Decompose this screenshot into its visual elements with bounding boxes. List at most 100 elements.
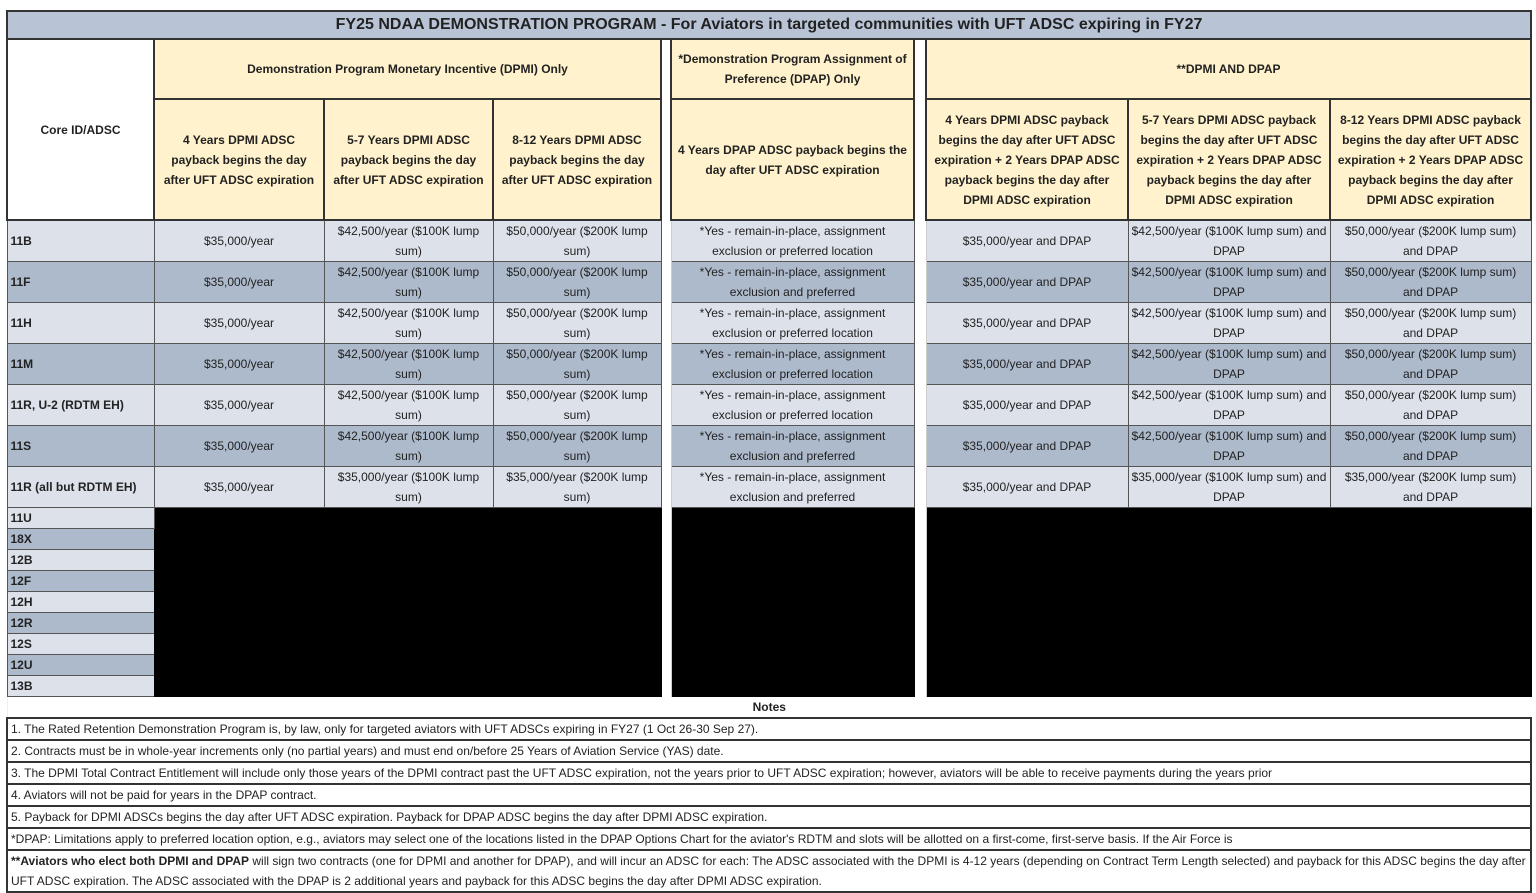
gap-column — [913, 39, 927, 220]
gap-column — [913, 261, 927, 303]
value-cell: $42,500/year ($100K lump sum) — [323, 384, 494, 426]
table-row: 12U — [6, 654, 1531, 676]
redacted-block — [153, 507, 662, 697]
value-cell: $35,000/year — [153, 219, 325, 262]
value-cell: $42,500/year ($100K lump sum) — [323, 261, 494, 303]
core-id-cell: 11U — [6, 507, 155, 529]
redacted-block — [670, 507, 915, 697]
value-cell: $35,000/year ($100K lump sum) and DPAP — [1127, 466, 1331, 508]
both-group-header: **DPMI AND DPAP — [924, 38, 1533, 100]
value-cell: $35,000/year ($100K lump sum) — [323, 466, 494, 508]
core-id-cell: 11M — [6, 343, 155, 385]
value-cell: *Yes - remain-in-place, assignment exclu… — [670, 343, 915, 385]
core-id-cell: 11R (all but RDTM EH) — [6, 466, 155, 508]
core-id-cell: 12S — [6, 633, 155, 655]
value-cell: $35,000/year and DPAP — [925, 466, 1129, 508]
table-row: 12F — [6, 570, 1531, 592]
value-cell: $42,500/year ($100K lump sum) — [323, 219, 494, 262]
dpap-group-header: *Demonstration Program Assignment of Pre… — [670, 38, 915, 100]
column-header: 4 Years DPMI ADSC payback begins the day… — [925, 98, 1129, 221]
column-header: 5-7 Years DPMI ADSC payback begins the d… — [323, 98, 494, 221]
core-id-cell: 18X — [6, 528, 155, 550]
column-header: 4 Years DPAP ADSC payback begins the day… — [670, 98, 915, 221]
value-cell: $35,000/year and DPAP — [925, 425, 1129, 467]
value-cell: $35,000/year — [153, 261, 325, 303]
gap-column — [660, 39, 672, 220]
note-lead: **Aviators who elect both DPMI and DPAP — [11, 854, 250, 868]
value-cell: $35,000/year and DPAP — [925, 219, 1129, 262]
gap-column — [913, 302, 927, 344]
value-cell: *Yes - remain-in-place, assignment exclu… — [670, 466, 915, 508]
gap-column — [660, 466, 672, 508]
value-cell: $35,000/year and DPAP — [925, 302, 1129, 344]
value-cell: $42,500/year ($100K lump sum) and DPAP — [1127, 302, 1331, 344]
value-cell: $42,500/year ($100K lump sum) and DPAP — [1127, 384, 1331, 426]
note-text: 5. Payback for DPMI ADSCs begins the day… — [5, 805, 1533, 829]
value-cell: $35,000/year — [153, 343, 325, 385]
value-cell: $42,500/year ($100K lump sum) — [323, 302, 494, 344]
table-row: 11R (all but RDTM EH) $35,000/year $35,000… — [6, 466, 1532, 508]
column-header: 4 Years DPMI ADSC payback begins the day… — [153, 98, 325, 221]
value-cell: $42,500/year ($100K lump sum) and DPAP — [1127, 219, 1331, 262]
core-id-cell: 11S — [6, 425, 155, 467]
value-cell: $50,000/year ($200K lump sum) — [492, 343, 662, 385]
column-header: 8-12 Years DPMI ADSC payback begins the … — [1328, 98, 1533, 221]
value-cell: $50,000/year ($200K lump sum) and DPAP — [1329, 425, 1532, 467]
column-header: 8-12 Years DPMI ADSC payback begins the … — [492, 98, 662, 221]
value-cell: $50,000/year ($200K lump sum) — [492, 219, 662, 262]
value-cell: $42,500/year ($100K lump sum) and DPAP — [1127, 261, 1331, 303]
value-cell: *Yes - remain-in-place, assignment exclu… — [670, 219, 915, 262]
dpmi-group-header: Demonstration Program Monetary Incentive… — [153, 38, 662, 100]
gap-column — [913, 343, 927, 385]
table-row: 11R, U-2 (RDTM EH) $35,000/year $42,500/ye… — [6, 384, 1532, 426]
redacted-block — [925, 507, 1532, 697]
spreadsheet-table: FY25 NDAA DEMONSTRATION PROGRAM - For Av… — [5, 10, 1533, 893]
table-row: 11U — [6, 507, 1532, 697]
core-id-cell: 12U — [6, 654, 155, 676]
gap-column — [913, 384, 927, 426]
table-row: 11H $35,000/year $42,500/year ($100K lump … — [6, 302, 1532, 344]
value-cell: $35,000/year ($200K lump sum) — [492, 466, 662, 508]
note-text: **Aviators who elect both DPMI and DPAP … — [5, 849, 1533, 893]
note-text: *DPAP: Limitations apply to preferred lo… — [5, 827, 1533, 851]
table-row: 12R — [6, 612, 1531, 634]
note-text: 2. Contracts must be in whole-year incre… — [5, 739, 1533, 763]
core-id-cell: 12R — [6, 612, 155, 634]
core-id-cell: 11F — [6, 261, 155, 303]
value-cell: $50,000/year ($200K lump sum) and DPAP — [1329, 261, 1532, 303]
value-cell: *Yes - remain-in-place, assignment exclu… — [670, 384, 915, 426]
gap-column — [660, 220, 672, 262]
note-text: 3. The DPMI Total Contract Entitlement w… — [5, 761, 1533, 785]
value-cell: $35,000/year and DPAP — [925, 384, 1129, 426]
value-cell: $35,000/year — [153, 466, 325, 508]
value-cell: *Yes - remain-in-place, assignment exclu… — [670, 302, 915, 344]
core-id-cell: 11B — [6, 219, 155, 262]
table-row: 11S $35,000/year $42,500/year ($100K lump … — [6, 425, 1532, 467]
value-cell: $35,000/year ($200K lump sum) and DPAP — [1329, 466, 1532, 508]
table-row: 13B — [6, 675, 1531, 697]
gap-column — [913, 220, 927, 262]
value-cell: $50,000/year ($200K lump sum) and DPAP — [1329, 219, 1532, 262]
value-cell: $35,000/year and DPAP — [925, 261, 1129, 303]
value-cell: $50,000/year ($200K lump sum) — [492, 261, 662, 303]
gap-column — [913, 425, 927, 467]
value-cell: $50,000/year ($200K lump sum) and DPAP — [1329, 384, 1532, 426]
value-cell: $42,500/year ($100K lump sum) — [323, 425, 494, 467]
value-cell: $35,000/year and DPAP — [925, 343, 1129, 385]
table-row: 12B — [6, 549, 1531, 571]
gap-column — [660, 384, 672, 426]
note-text: 4. Aviators will not be paid for years i… — [5, 783, 1533, 807]
value-cell: *Yes - remain-in-place, assignment exclu… — [670, 425, 915, 467]
value-cell: *Yes - remain-in-place, assignment exclu… — [670, 261, 915, 303]
gap-column — [660, 343, 672, 385]
value-cell: $42,500/year ($100K lump sum) — [323, 343, 494, 385]
value-cell: $35,000/year — [153, 425, 325, 467]
gap-column — [660, 507, 672, 697]
value-cell: $50,000/year ($200K lump sum) and DPAP — [1329, 302, 1532, 344]
column-header: 5-7 Years DPMI ADSC payback begins the d… — [1127, 98, 1331, 221]
core-id-cell: 11R, U-2 (RDTM EH) — [6, 384, 155, 426]
value-cell: $50,000/year ($200K lump sum) and DPAP — [1329, 343, 1532, 385]
table-row: 11F $35,000/year $42,500/year ($100K lump … — [6, 261, 1532, 303]
note-text: 1. The Rated Retention Demonstration Pro… — [5, 717, 1533, 741]
gap-column — [913, 466, 927, 508]
